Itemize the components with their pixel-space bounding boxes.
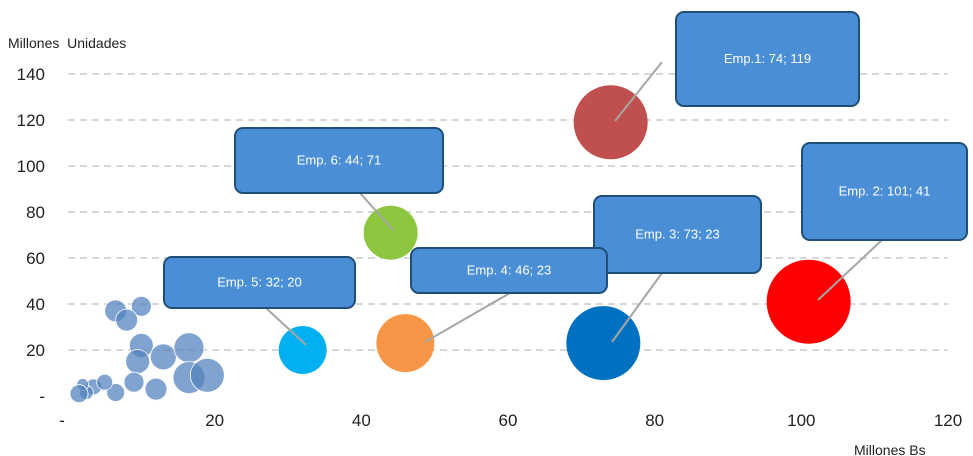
leader-lines xyxy=(265,61,883,346)
y-axis-ticks: - 20 40 60 80 100 120 140 xyxy=(17,65,45,406)
callout-box xyxy=(801,142,968,241)
bubble-point xyxy=(125,349,151,374)
bubble-data-label: Emp. 2: 101; 41 xyxy=(839,184,931,199)
y-tick-label: 60 xyxy=(26,249,45,268)
bubble-point xyxy=(278,326,327,374)
y-tick-label: 120 xyxy=(17,111,45,130)
y-tick-label: 40 xyxy=(26,295,45,314)
bubble-point xyxy=(573,85,648,160)
bubble-point xyxy=(173,332,205,364)
x-tick-label: 100 xyxy=(787,411,815,430)
bubble-data-label: Emp. 3: 73; 23 xyxy=(635,227,720,242)
x-tick-label: 60 xyxy=(499,411,518,430)
leader-line xyxy=(614,61,663,122)
bubble-point xyxy=(130,295,152,317)
callouts: Emp.1: 74; 119 Emp. 2: 101; 41 Emp. 3: 73;… xyxy=(163,11,968,309)
bubble-point xyxy=(566,306,641,381)
x-axis-ticks: - 20 40 60 80 100 120 xyxy=(59,411,962,430)
callout-box xyxy=(593,195,762,274)
bubble-data-label: Emp. 5: 32; 20 xyxy=(217,275,302,290)
bubble-point xyxy=(189,357,225,393)
y-tick-label: 20 xyxy=(26,341,45,360)
leader-line xyxy=(265,307,307,346)
bubble-point xyxy=(123,371,145,393)
callout-box xyxy=(234,127,444,194)
x-tick-label: 80 xyxy=(645,411,664,430)
bubble-point xyxy=(149,343,177,371)
bubble-point xyxy=(106,383,126,402)
leader-line xyxy=(359,192,394,231)
x-tick-label: 120 xyxy=(934,411,962,430)
bubble-data-label: Emp. 4: 46; 23 xyxy=(467,263,552,278)
leader-line xyxy=(424,292,511,343)
x-tick-label: 20 xyxy=(205,411,224,430)
callout-box xyxy=(410,247,608,294)
bubble-point xyxy=(766,259,851,344)
leader-line xyxy=(817,239,883,301)
bubble-data-label: Emp.1: 74; 119 xyxy=(724,51,811,66)
labeled-bubbles xyxy=(278,85,851,381)
bubble-data-label: Emp. 6: 44; 71 xyxy=(297,153,382,168)
y-tick-label: - xyxy=(39,387,45,406)
bubble-point xyxy=(376,314,435,373)
bubble-point xyxy=(69,384,89,404)
bubble-point xyxy=(115,308,139,332)
y-axis-title: Millones Unidades xyxy=(8,35,126,51)
y-tick-label: 100 xyxy=(17,157,45,176)
other-bubbles xyxy=(69,295,225,404)
callout-box xyxy=(675,11,860,107)
bubble-point xyxy=(363,205,418,260)
bubble-point xyxy=(96,373,114,391)
x-axis-title: Millones Bs xyxy=(854,442,926,456)
y-tick-label: 140 xyxy=(17,65,45,84)
x-tick-label: - xyxy=(59,411,65,430)
x-tick-label: 40 xyxy=(352,411,371,430)
leader-line xyxy=(611,272,663,343)
bubble-point xyxy=(144,377,168,401)
y-tick-label: 80 xyxy=(26,203,45,222)
callout-box xyxy=(163,256,356,309)
